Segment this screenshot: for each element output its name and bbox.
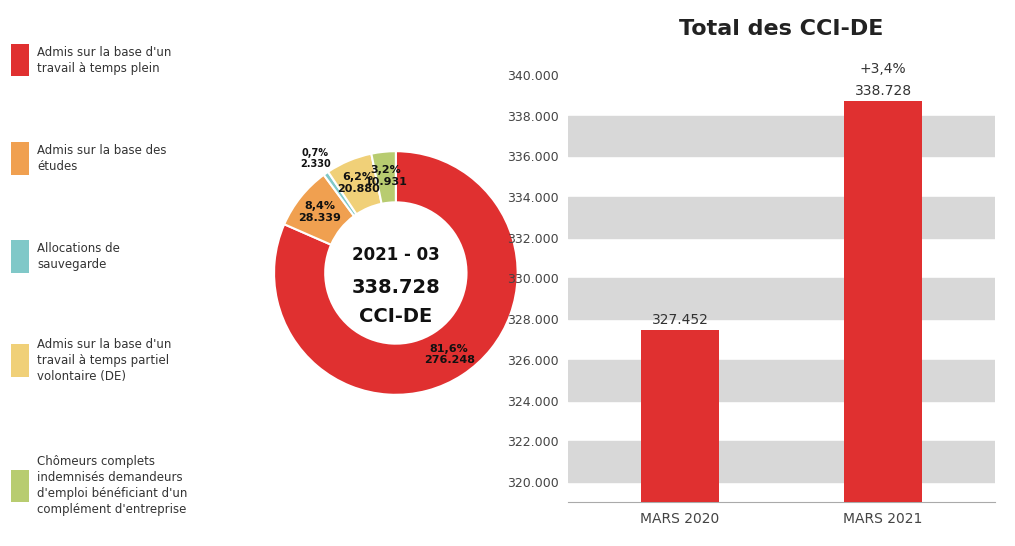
Bar [844,101,922,502]
FancyBboxPatch shape [10,470,29,502]
Bar [568,278,995,319]
Text: 327.452: 327.452 [652,313,708,327]
Text: Chômeurs complets
indemnisés demandeurs
d'emploi bénéficiant d'un
complément d'e: Chômeurs complets indemnisés demandeurs … [37,455,188,517]
Text: +3,4%: +3,4% [860,62,906,76]
Text: Admis sur la base des
études: Admis sur la base des études [37,144,166,173]
Wedge shape [274,151,518,395]
Wedge shape [324,172,356,216]
Text: Admis sur la base d'un
travail à temps plein: Admis sur la base d'un travail à temps p… [37,45,172,75]
Bar [641,330,719,502]
Text: Allocations de
sauvegarde: Allocations de sauvegarde [37,242,120,271]
FancyBboxPatch shape [10,240,29,273]
FancyBboxPatch shape [10,44,29,76]
Text: 6,2%
20.880: 6,2% 20.880 [337,173,380,194]
Bar [568,197,995,238]
FancyBboxPatch shape [10,142,29,175]
Bar [568,360,995,401]
Text: 3,2%
10.931: 3,2% 10.931 [364,165,407,187]
FancyBboxPatch shape [10,344,29,377]
Wedge shape [284,175,354,245]
Wedge shape [371,151,396,204]
Text: 338.728: 338.728 [351,278,441,297]
Bar [568,441,995,482]
Text: 81,6%
276.248: 81,6% 276.248 [423,344,475,365]
Title: Total des CCI-DE: Total des CCI-DE [679,19,884,39]
Wedge shape [328,153,382,214]
Text: 8,4%
28.339: 8,4% 28.339 [298,201,341,223]
Text: 2021 - 03: 2021 - 03 [352,246,439,264]
Text: 0,7%
2.330: 0,7% 2.330 [300,147,331,169]
Text: CCI-DE: CCI-DE [359,307,432,327]
Text: 338.728: 338.728 [855,84,911,98]
Text: Admis sur la base d'un
travail à temps partiel
volontaire (DE): Admis sur la base d'un travail à temps p… [37,338,172,383]
Bar [568,116,995,156]
